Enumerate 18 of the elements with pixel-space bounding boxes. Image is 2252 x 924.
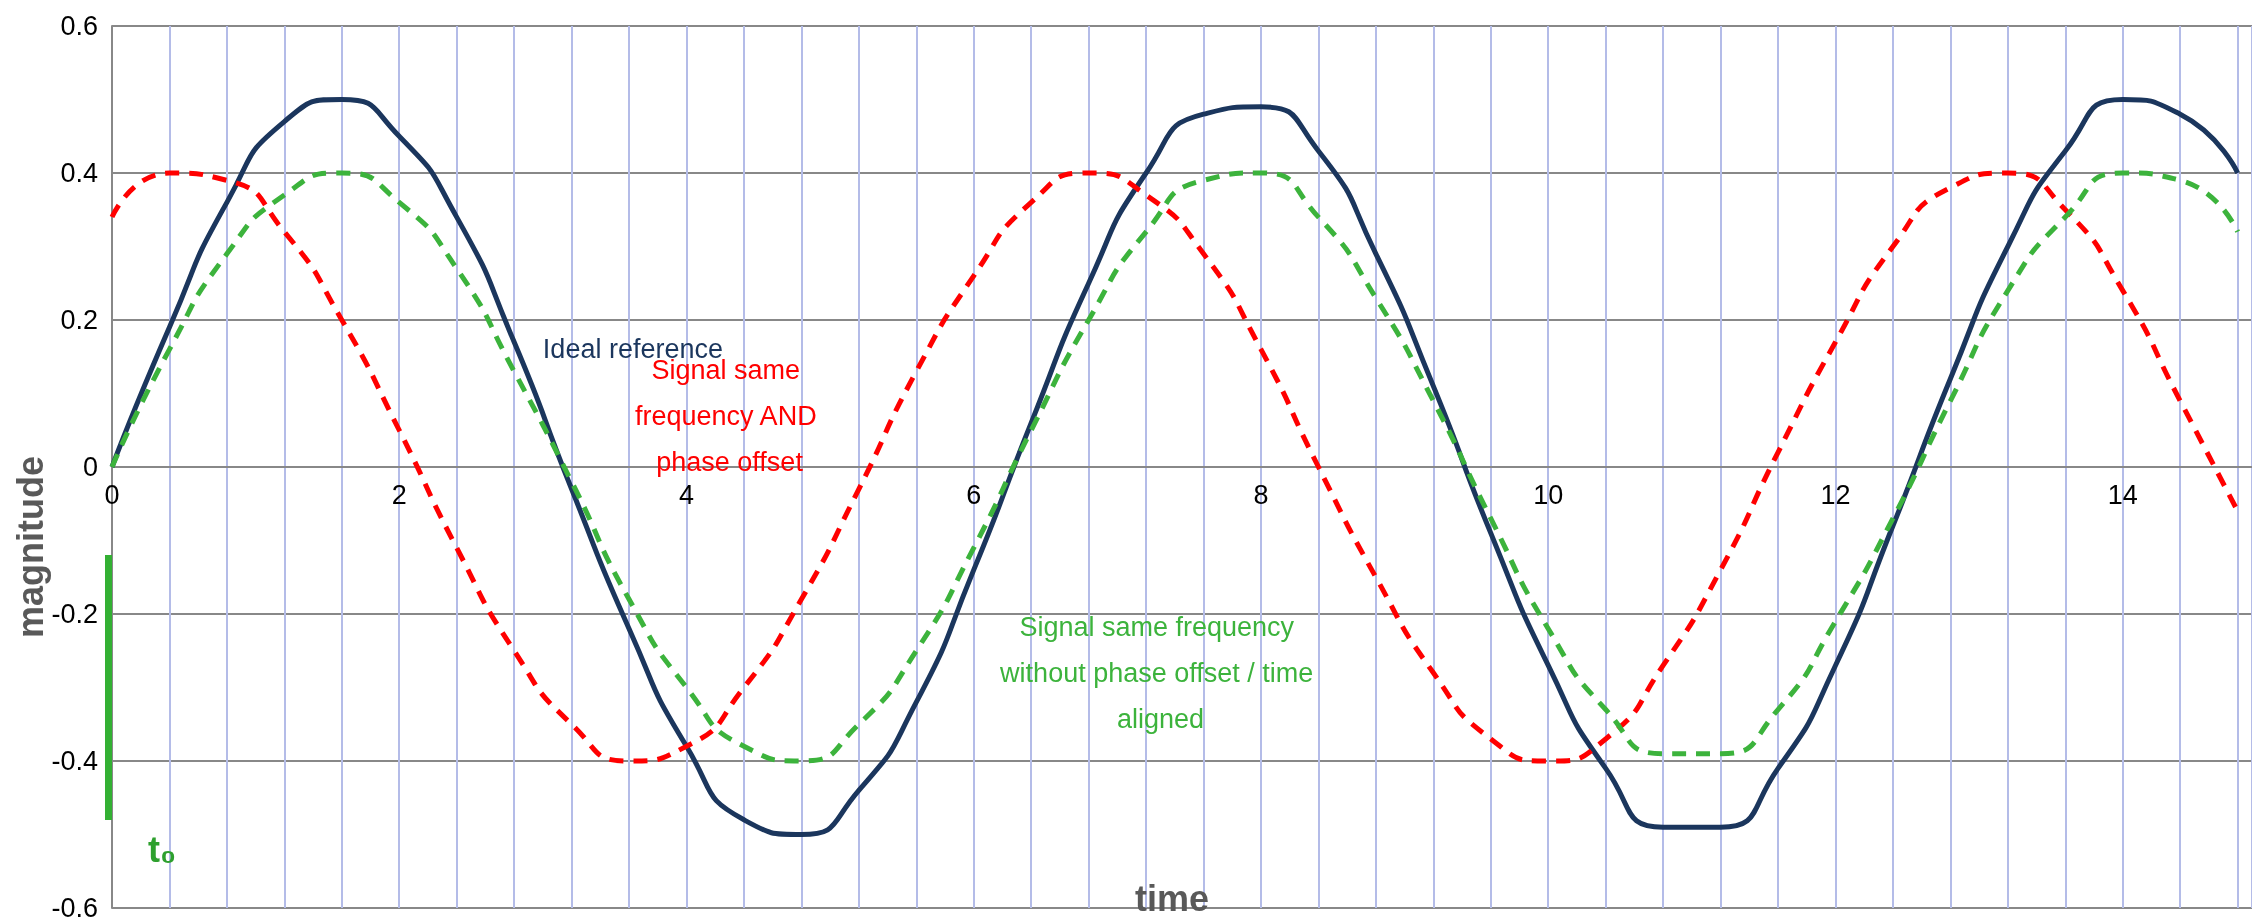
y-tick-label: 0.4 [60,158,98,188]
y-tick-label: -0.4 [51,746,98,776]
y-tick-label: -0.2 [51,599,98,629]
x-tick-label: 6 [966,479,982,510]
annotation: t₀ [147,829,177,871]
y-tick-label: 0.6 [60,11,98,41]
y-tick-label: -0.6 [51,893,98,923]
x-tick-label: 10 [1533,479,1564,510]
series-label: Signal same frequency without phase offset / time aligned [999,611,1321,734]
x-tick-label: 4 [678,479,695,510]
x-tick-label: 0 [104,479,120,510]
y-tick-label: 0.2 [60,305,98,335]
x-tick-label: 2 [391,479,407,510]
x-tick-label: 8 [1253,479,1269,510]
x-tick-label: 12 [1820,479,1851,510]
y-axis-title: magnitude [9,455,51,639]
x-tick-label: 14 [2107,479,2138,510]
y-tick-label: 0 [82,452,98,482]
